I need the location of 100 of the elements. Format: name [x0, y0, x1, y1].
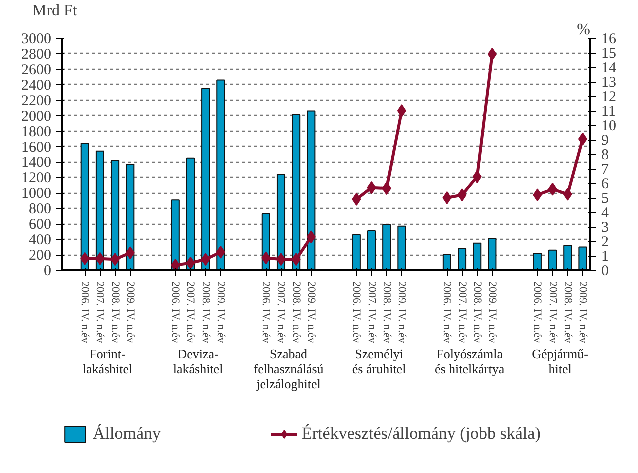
x-tick-label: 2007. IV. n.év — [366, 282, 378, 344]
y2-tick-label: 7 — [602, 162, 610, 178]
point — [96, 252, 105, 266]
x-tick-label: 2007. IV. n.év — [456, 282, 468, 344]
y-axis-title: Mrd Ft — [32, 2, 78, 20]
point — [533, 188, 542, 202]
point — [488, 48, 497, 61]
legend-label: Értékvesztés/állomány (jobb skála) — [302, 424, 541, 444]
y2-tick-label: 8 — [602, 148, 609, 164]
bar — [276, 174, 286, 270]
x-tick-label: 2006. IV. n.év — [79, 282, 92, 344]
text: Deviza- lakáshitel — [173, 346, 224, 376]
y2-tick-label: 5 — [602, 191, 609, 207]
point — [578, 132, 588, 146]
point — [80, 252, 90, 266]
y2-tick-label: 14 — [602, 60, 617, 76]
x-tick-label: 2009. IV. n.év — [576, 282, 589, 344]
x-tick-label: 2009. IV. n.év — [124, 282, 136, 344]
x-tick-label: 2008. IV. n.év — [471, 282, 484, 344]
y-tick-label: 2600 — [22, 62, 52, 78]
y-tick-label: 1800 — [22, 124, 52, 140]
x-tick-label: 2009. IV. n.év — [396, 282, 408, 344]
y2-axis-title: % — [577, 22, 590, 38]
bar — [442, 254, 452, 270]
bar — [202, 88, 210, 270]
y2-tick-label: 4 — [602, 206, 610, 222]
y-tick-label: 1400 — [22, 155, 52, 172]
legend-label: Állomány — [93, 424, 161, 444]
point — [306, 230, 316, 244]
point — [367, 181, 376, 194]
x-tick-label: 2009. IV. n.év — [486, 282, 498, 344]
x-tick-label: 2006. IV. n.év — [170, 282, 182, 344]
x-tick-label: 2009. IV. n.év — [305, 282, 318, 344]
y2-tick-label: 13 — [602, 75, 616, 91]
y2-tick-label: 11 — [602, 104, 616, 120]
bar — [307, 110, 316, 270]
bar — [578, 246, 588, 270]
x-tick-label: 2007. IV. n.év — [275, 282, 288, 344]
point — [171, 258, 180, 270]
x-tick-label: 2008. IV. n.év — [380, 282, 393, 344]
y2-tick-label: 16 — [602, 32, 617, 48]
point — [201, 253, 210, 266]
x-tick-label: 2007. IV. n.év — [184, 282, 197, 344]
y2-tick-label: 0 — [602, 264, 609, 280]
bar — [367, 230, 376, 270]
point — [548, 182, 558, 196]
y2-tick-label: 9 — [602, 133, 609, 149]
y-tick-label: 2200 — [22, 93, 52, 110]
y-tick-label: 200 — [29, 248, 52, 264]
point — [262, 252, 271, 265]
bar — [533, 252, 542, 270]
y-tick-label: 2400 — [22, 78, 52, 94]
y2-tick-label: 3 — [602, 220, 609, 236]
bar — [126, 164, 135, 270]
point — [110, 253, 120, 266]
y-tick-label: 1200 — [22, 170, 52, 187]
bar — [111, 160, 120, 270]
y2-tick-label: 12 — [602, 90, 616, 106]
x-tick-label: 2006. IV. n.év — [260, 282, 272, 344]
point — [563, 188, 572, 201]
bar — [216, 80, 226, 270]
x-tick-label: 2006. IV. n.év — [532, 282, 544, 344]
y-tick-label: 2800 — [22, 46, 52, 63]
point — [458, 188, 467, 202]
y2-tick-label: 10 — [602, 118, 616, 134]
bar — [488, 238, 497, 270]
bar — [96, 150, 104, 270]
y2-tick-label: 6 — [602, 176, 610, 192]
x-tick-label: 2008. IV. n.év — [290, 282, 302, 344]
point — [292, 253, 301, 266]
text: Személyi és áruhitel — [352, 346, 407, 376]
x-tick-label: 2007. IV. n.év — [94, 282, 106, 344]
y-tick-label: 0 — [44, 264, 52, 280]
x-tick-label: 2008. IV. n.év — [562, 282, 574, 344]
bar — [398, 226, 406, 270]
bar — [458, 248, 467, 270]
point — [397, 104, 406, 118]
text: Gépjármű- hitel — [532, 346, 588, 376]
bar — [564, 245, 572, 270]
y-tick-label: 600 — [29, 217, 52, 234]
bar — [473, 242, 482, 270]
point — [126, 246, 135, 260]
text: Forint- lakáshitel — [82, 346, 134, 376]
point — [382, 182, 392, 196]
point — [186, 256, 196, 270]
y2-tick-label: 1 — [602, 249, 609, 265]
bar — [382, 224, 392, 270]
x-tick-label: 2009. IV. n.év — [214, 282, 227, 344]
bar — [352, 234, 361, 270]
x-tick-label: 2007. IV. n.év — [546, 282, 559, 344]
text: Szabad felhasználású jelzáloghitel — [254, 346, 324, 392]
y-tick-label: 2000 — [22, 108, 52, 125]
bar — [80, 143, 90, 270]
y2-tick-label: 2 — [602, 234, 609, 250]
bar — [186, 158, 195, 270]
y-tick-label: 1600 — [22, 140, 52, 156]
point — [276, 253, 286, 266]
bar — [292, 114, 301, 270]
x-tick-label: 2008. IV. n.év — [200, 282, 212, 344]
text: Folyószámla és hitelkártya — [434, 346, 505, 376]
